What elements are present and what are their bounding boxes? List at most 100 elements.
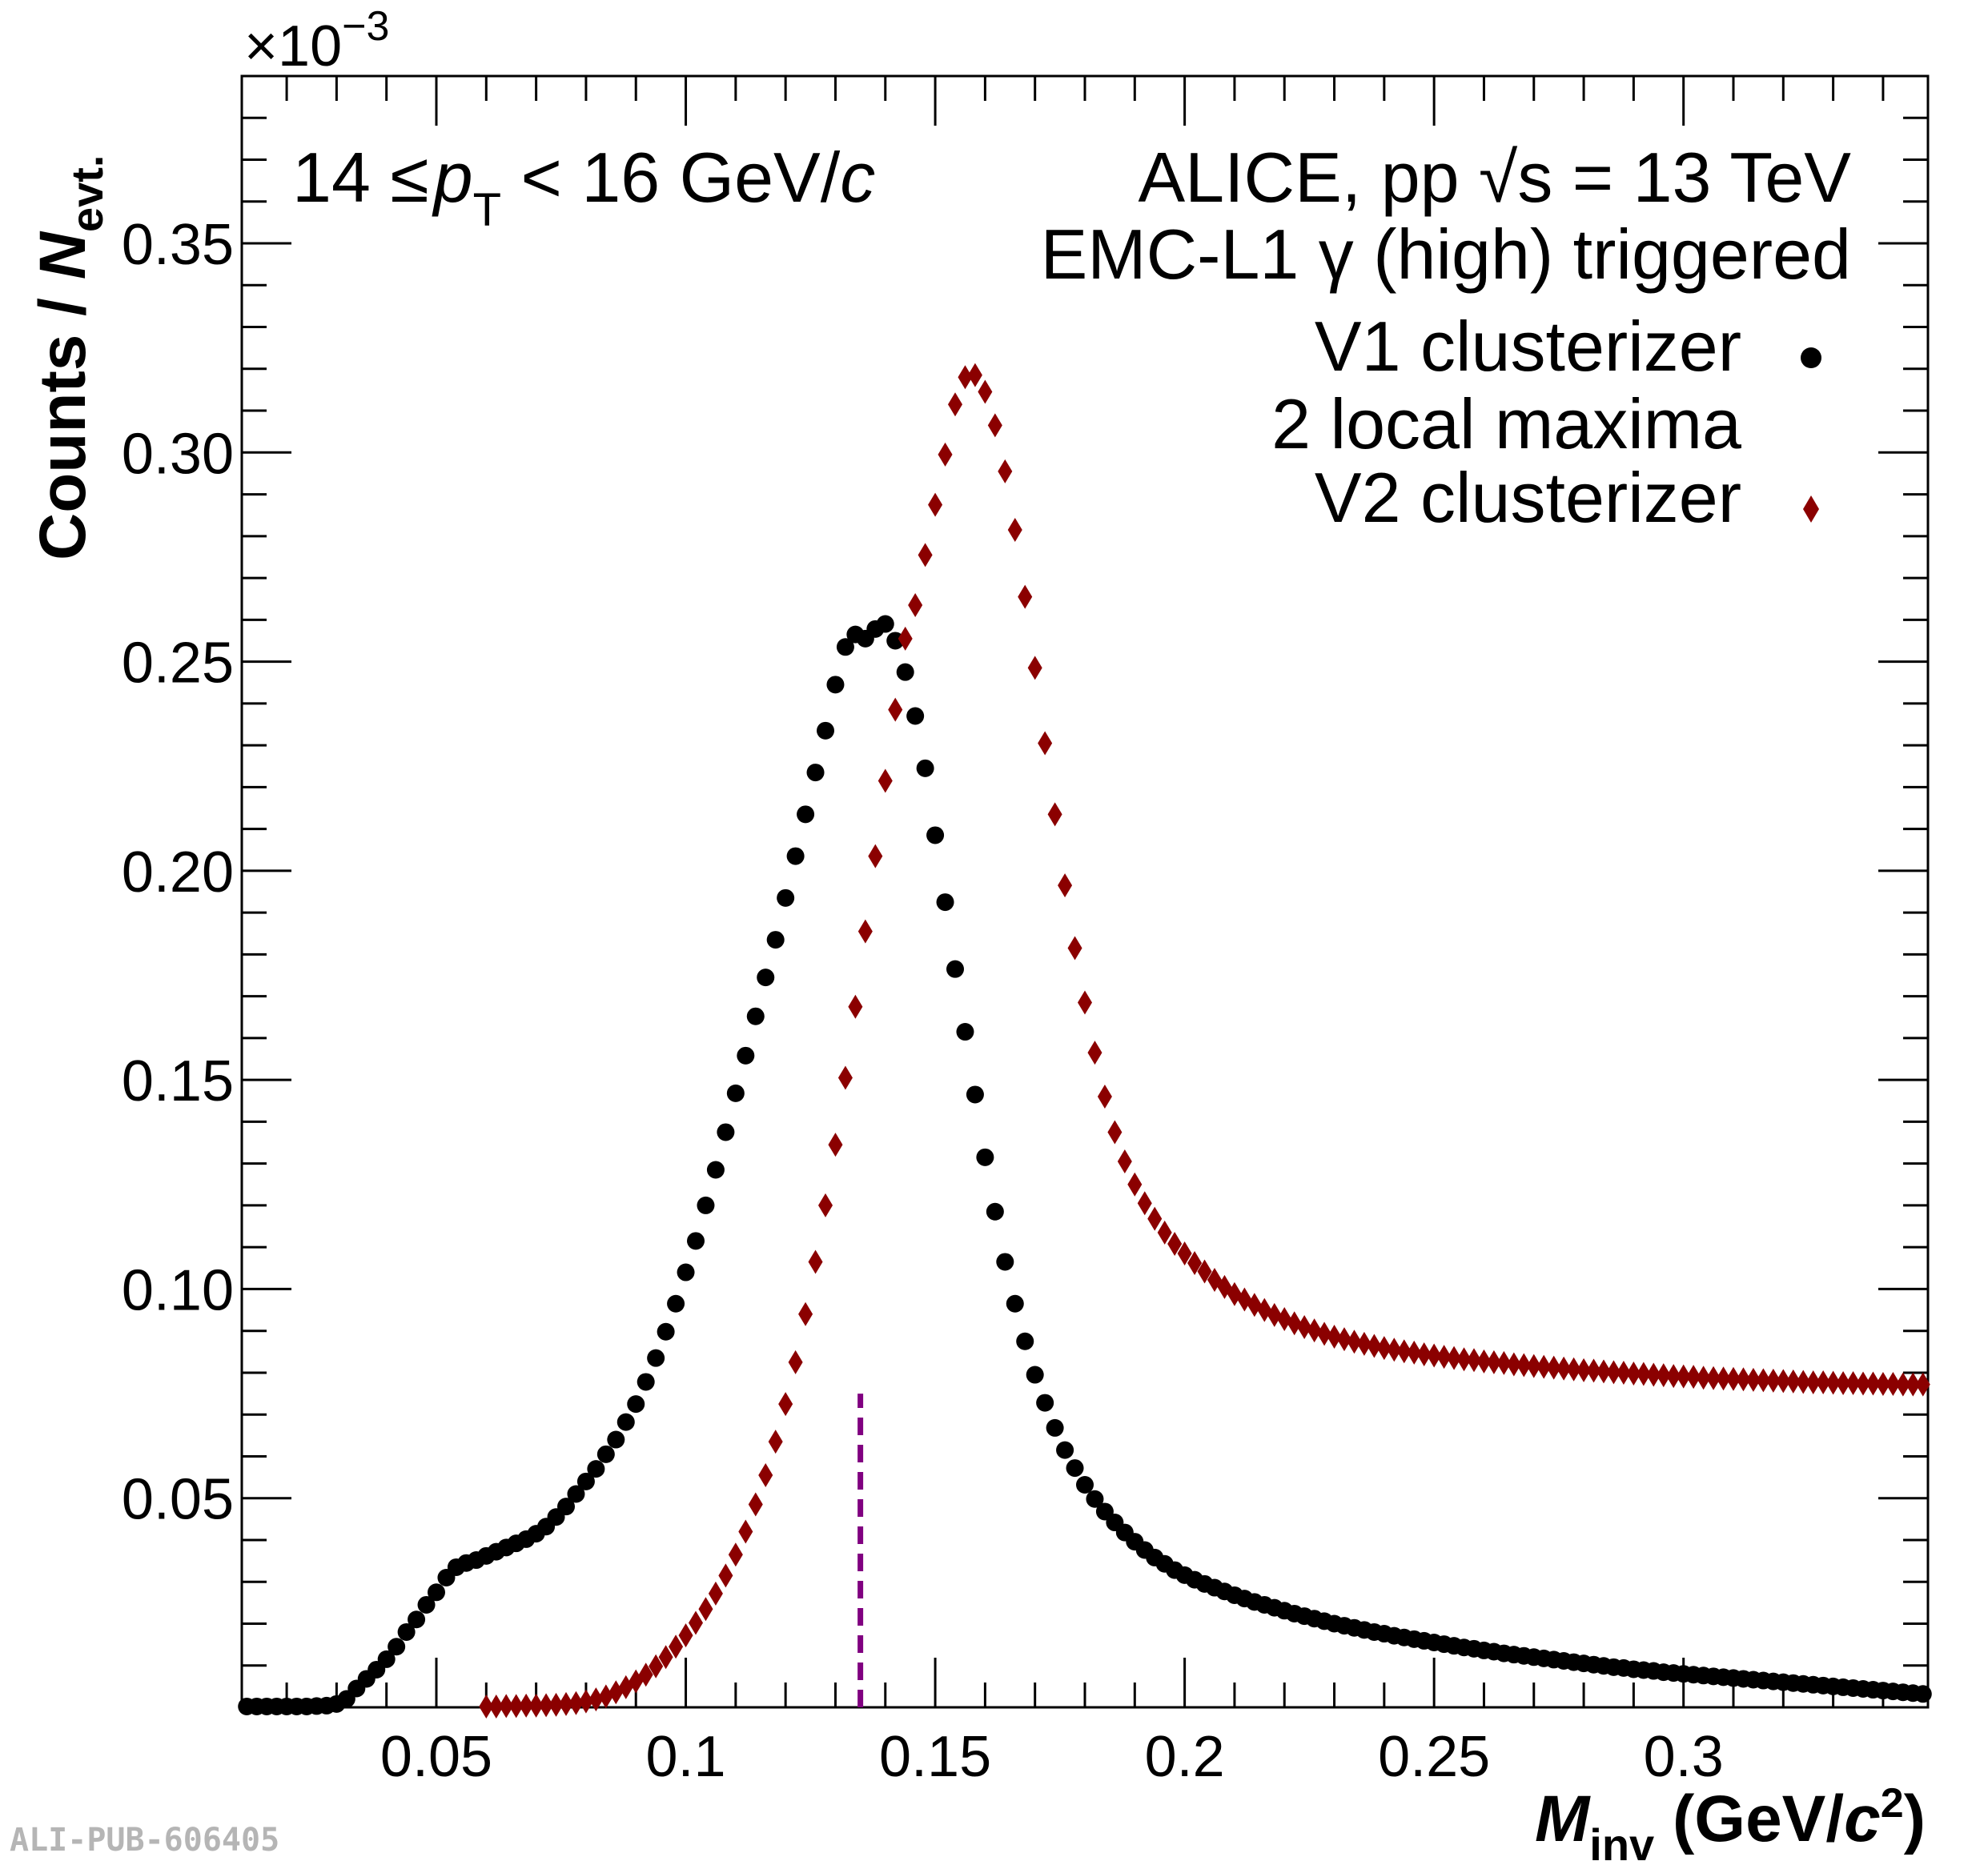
data-point [1536, 1354, 1552, 1379]
data-point [1785, 1369, 1801, 1394]
data-point [1626, 1361, 1641, 1386]
data-point [806, 764, 825, 782]
data-point [388, 1638, 406, 1656]
data-point [1845, 1371, 1861, 1396]
data-point [519, 1693, 534, 1718]
data-point [1347, 1330, 1362, 1354]
data-point [1886, 1372, 1901, 1397]
y-tick-label: 0.35 [122, 213, 234, 277]
data-point [1307, 1318, 1322, 1343]
data-point [649, 1654, 664, 1679]
data-point [876, 615, 894, 633]
collaboration-label: ALICE, pp √s = 13 TeV [1138, 138, 1851, 217]
data-point [689, 1610, 703, 1635]
data-point [528, 1693, 544, 1718]
y-tick-label: 0.30 [122, 422, 234, 486]
data-point [738, 1519, 753, 1544]
data-point [539, 1693, 554, 1718]
data-point [1486, 1350, 1501, 1374]
data-point [1636, 1362, 1651, 1386]
data-point [1914, 1685, 1932, 1703]
data-point [1836, 1371, 1851, 1396]
data-point [987, 413, 1002, 438]
data-point [908, 593, 923, 618]
data-point [926, 826, 945, 844]
data-point [397, 1622, 416, 1641]
axis-ticks [242, 74, 1928, 1707]
data-point [1906, 1372, 1921, 1397]
data-point [818, 1193, 833, 1217]
y-tick-label: 0.25 [122, 632, 234, 696]
data-point [1566, 1357, 1581, 1382]
data-point [1816, 1370, 1831, 1394]
data-point [1086, 1490, 1104, 1508]
data-point [706, 1161, 725, 1179]
data-point [1496, 1350, 1512, 1375]
data-point [1038, 731, 1053, 756]
x-tick-label: 0.2 [1145, 1725, 1225, 1789]
y-axis-label: Counts / Nevt. [26, 155, 112, 560]
data-point [479, 1694, 494, 1719]
legend-marker-circle [1801, 347, 1821, 368]
data-point [1078, 990, 1092, 1015]
data-point [837, 1065, 853, 1090]
data-point [1287, 1311, 1302, 1336]
data-point [1866, 1371, 1881, 1396]
data-point [1765, 1368, 1781, 1393]
data-point [488, 1694, 504, 1719]
data-point [1267, 1302, 1282, 1327]
data-point [817, 721, 834, 740]
data-point [1327, 1325, 1342, 1350]
data-point [1556, 1356, 1572, 1381]
data-point [408, 1610, 426, 1629]
data-point [588, 1687, 604, 1712]
data-point [1776, 1369, 1791, 1394]
data-point [1167, 1231, 1183, 1256]
data-point [1516, 1353, 1532, 1378]
data-point [1157, 1220, 1172, 1245]
data-point [1016, 1332, 1034, 1350]
data-point [1805, 1370, 1821, 1394]
data-point [966, 1085, 984, 1104]
data-point [1177, 1241, 1192, 1266]
data-point [559, 1691, 573, 1716]
data-point [1107, 1120, 1123, 1145]
data-point [1696, 1366, 1711, 1390]
data-point [616, 1413, 635, 1431]
data-point [1546, 1355, 1561, 1380]
data-point [627, 1395, 645, 1414]
data-point [1427, 1343, 1442, 1368]
data-point [746, 1007, 765, 1025]
data-point [758, 1462, 773, 1487]
data-point [1506, 1352, 1521, 1377]
data-point [1097, 1085, 1112, 1109]
data-point [678, 1623, 693, 1648]
data-point [916, 759, 934, 777]
data-series [238, 363, 1932, 1719]
data-point [737, 1046, 755, 1065]
data-point [857, 919, 873, 944]
data-point [1007, 517, 1022, 542]
data-point [428, 1583, 445, 1602]
data-point [808, 1249, 823, 1274]
data-point [1367, 1334, 1382, 1358]
data-point [1416, 1342, 1432, 1366]
data-point [557, 1498, 575, 1516]
data-point [1576, 1358, 1592, 1382]
data-point [1756, 1368, 1771, 1393]
data-point [607, 1430, 625, 1449]
data-point [1745, 1367, 1761, 1392]
data-point [996, 1253, 1014, 1271]
legend-marker-diamond [1803, 495, 1819, 523]
data-point [1067, 936, 1082, 961]
data-point [576, 1472, 595, 1490]
data-point [836, 638, 854, 656]
data-point [1915, 1372, 1930, 1397]
data-point [1027, 656, 1042, 680]
data-point [677, 1263, 695, 1281]
data-point [1006, 1294, 1024, 1313]
y-tick-label: 0.15 [122, 1049, 234, 1113]
data-point [777, 888, 795, 907]
data-point [647, 1349, 665, 1367]
